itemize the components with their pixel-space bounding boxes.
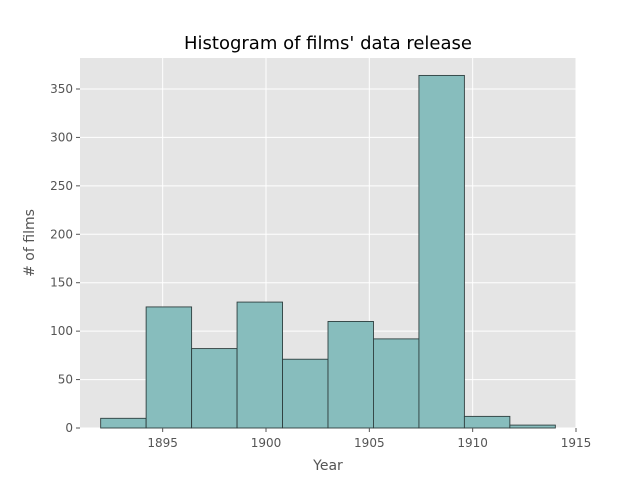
y-tick-label: 0	[65, 421, 73, 435]
y-tick-label: 150	[50, 276, 73, 290]
histogram-bar	[236, 301, 283, 429]
y-tick-label: 350	[50, 82, 73, 96]
histogram-bar	[282, 358, 329, 429]
x-tick-label: 1910	[457, 436, 488, 450]
y-axis-label: # of films	[22, 209, 38, 277]
histogram-bar	[509, 424, 556, 429]
x-tick-label: 1895	[147, 436, 178, 450]
x-tick-label: 1900	[251, 436, 282, 450]
y-tick-label: 50	[58, 373, 73, 387]
y-tick-label: 200	[50, 227, 73, 241]
y-tick-label: 250	[50, 179, 73, 193]
ticks: 1895 1900 1905 1910 1915 0 50 100 150 200 250 300 35…	[50, 82, 591, 450]
x-axis-label: Year	[312, 458, 343, 474]
x-tick-label: 1905	[354, 436, 385, 450]
y-tick-label: 100	[50, 324, 73, 338]
y-tick-label: 300	[50, 130, 73, 144]
histogram-bar	[373, 338, 420, 429]
histogram-bar	[327, 321, 374, 429]
histogram-bar	[463, 415, 511, 429]
bars	[100, 74, 556, 429]
histogram-bar	[145, 306, 193, 429]
histogram-bar	[100, 417, 147, 429]
chart-title: Histogram of films' data release	[184, 33, 472, 54]
histogram-bar	[418, 74, 465, 429]
histogram-bar	[191, 348, 238, 429]
x-tick-label: 1915	[561, 436, 592, 450]
